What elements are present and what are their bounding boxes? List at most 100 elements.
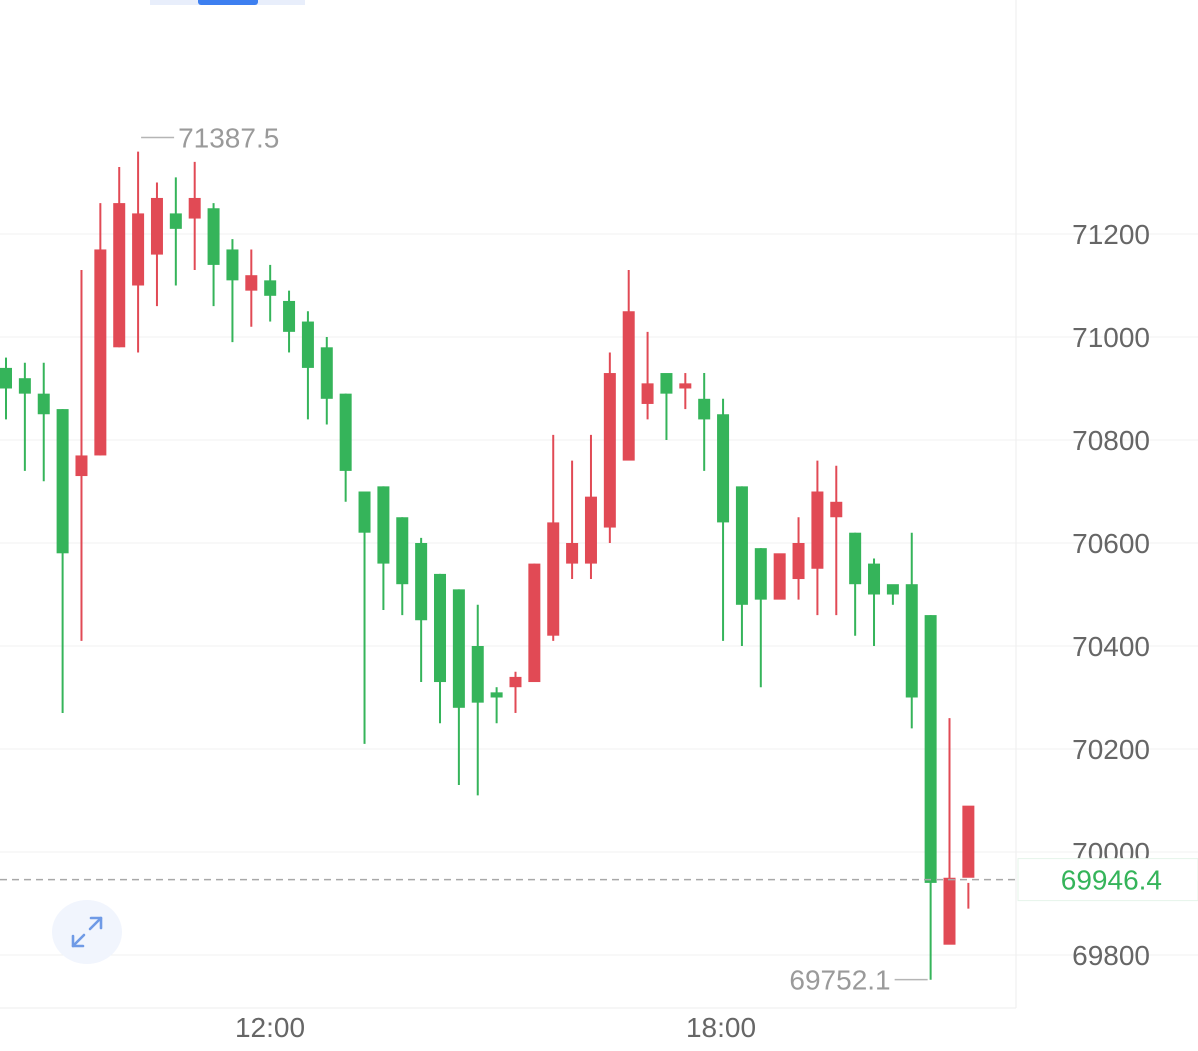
- candle: [188, 161, 201, 271]
- candle-body: [75, 455, 88, 477]
- candle-body: [377, 486, 390, 564]
- candle: [377, 486, 390, 610]
- candle: [396, 517, 409, 616]
- candle-body: [301, 321, 314, 368]
- candle: [301, 311, 314, 420]
- candle-body: [188, 197, 201, 219]
- candle: [584, 434, 597, 580]
- candle-body: [471, 646, 484, 703]
- candle-body: [735, 486, 748, 605]
- candle-body: [207, 208, 220, 265]
- expand-icon: [71, 916, 103, 948]
- candle-body: [717, 414, 730, 523]
- candle: [434, 573, 447, 724]
- candle: [320, 337, 333, 425]
- candle-body: [18, 378, 31, 394]
- candle: [849, 532, 862, 636]
- candle-body: [754, 548, 767, 600]
- candle-body: [811, 491, 824, 569]
- high-price-label: 71387.5: [178, 122, 279, 153]
- candle-body: [150, 197, 163, 255]
- candle: [339, 393, 352, 502]
- candle-body: [56, 409, 69, 554]
- candle-body: [773, 553, 786, 600]
- x-tick-label: 12:00: [235, 1012, 305, 1043]
- current-price-badge: [1017, 858, 1198, 902]
- candle-body: [886, 584, 899, 595]
- candle: [94, 203, 107, 456]
- candle-body: [924, 615, 937, 883]
- candle: [452, 589, 465, 786]
- candle-body: [339, 393, 352, 471]
- candle: [735, 486, 748, 646]
- candle: [75, 270, 88, 641]
- candle: [811, 460, 824, 616]
- candle: [566, 460, 579, 580]
- candle: [660, 373, 673, 440]
- candle-body: [679, 383, 692, 389]
- y-tick-label: 69800: [1072, 940, 1150, 971]
- candle: [415, 537, 428, 683]
- expand-chart-button[interactable]: [52, 900, 122, 964]
- candle: [132, 151, 145, 353]
- candle: [37, 362, 50, 482]
- candle-body: [566, 543, 579, 564]
- candle: [528, 563, 541, 683]
- candle-body: [698, 398, 711, 420]
- candle-body: [113, 203, 126, 348]
- candle: [226, 239, 239, 343]
- candle-body: [245, 275, 258, 291]
- axis-layer: 7120071000708007060070400702007000069800…: [235, 219, 1150, 1043]
- candle: [792, 517, 805, 600]
- candle: [0, 357, 12, 420]
- candle-body: [962, 805, 975, 878]
- candle-body: [584, 496, 597, 564]
- candle-body: [490, 692, 503, 698]
- candle: [169, 177, 182, 286]
- candle-body: [415, 543, 428, 621]
- candle: [207, 203, 220, 307]
- x-tick-label: 18:00: [686, 1012, 756, 1043]
- candle: [264, 264, 277, 322]
- candle: [886, 584, 899, 605]
- candle-body: [169, 213, 182, 229]
- candle-body: [434, 573, 447, 683]
- candle: [471, 604, 484, 796]
- candle-body: [528, 563, 541, 683]
- candle-body: [622, 311, 635, 461]
- candle-body: [509, 676, 522, 688]
- candle: [18, 362, 31, 471]
- candle-layer: [0, 151, 975, 980]
- candle-body: [547, 522, 560, 636]
- candle: [603, 352, 616, 543]
- candle-body: [868, 563, 881, 595]
- candle: [283, 290, 296, 353]
- y-tick-label: 71200: [1072, 219, 1150, 250]
- y-tick-label: 70200: [1072, 734, 1150, 765]
- candle: [924, 615, 937, 980]
- candle-body: [358, 491, 371, 533]
- candle: [905, 532, 918, 729]
- candle: [490, 687, 503, 724]
- candle: [868, 558, 881, 646]
- candle-body: [264, 280, 277, 296]
- candle-body: [641, 383, 654, 404]
- candle: [113, 167, 126, 348]
- low-price-label: 69752.1: [789, 965, 890, 996]
- grid-layer: [0, 233, 1198, 956]
- candle: [717, 398, 730, 641]
- y-tick-label: 71000: [1072, 322, 1150, 353]
- candle-body: [905, 584, 918, 698]
- candle: [962, 805, 975, 909]
- candle-body: [452, 589, 465, 708]
- candle: [698, 373, 711, 471]
- candle: [641, 331, 654, 420]
- candle: [754, 548, 767, 688]
- candle-body: [603, 373, 616, 528]
- candle: [56, 409, 69, 713]
- candle-body: [0, 367, 12, 389]
- candle-body: [830, 501, 843, 518]
- current-price-label: 69946.4: [1061, 865, 1162, 896]
- candle-body: [226, 249, 239, 281]
